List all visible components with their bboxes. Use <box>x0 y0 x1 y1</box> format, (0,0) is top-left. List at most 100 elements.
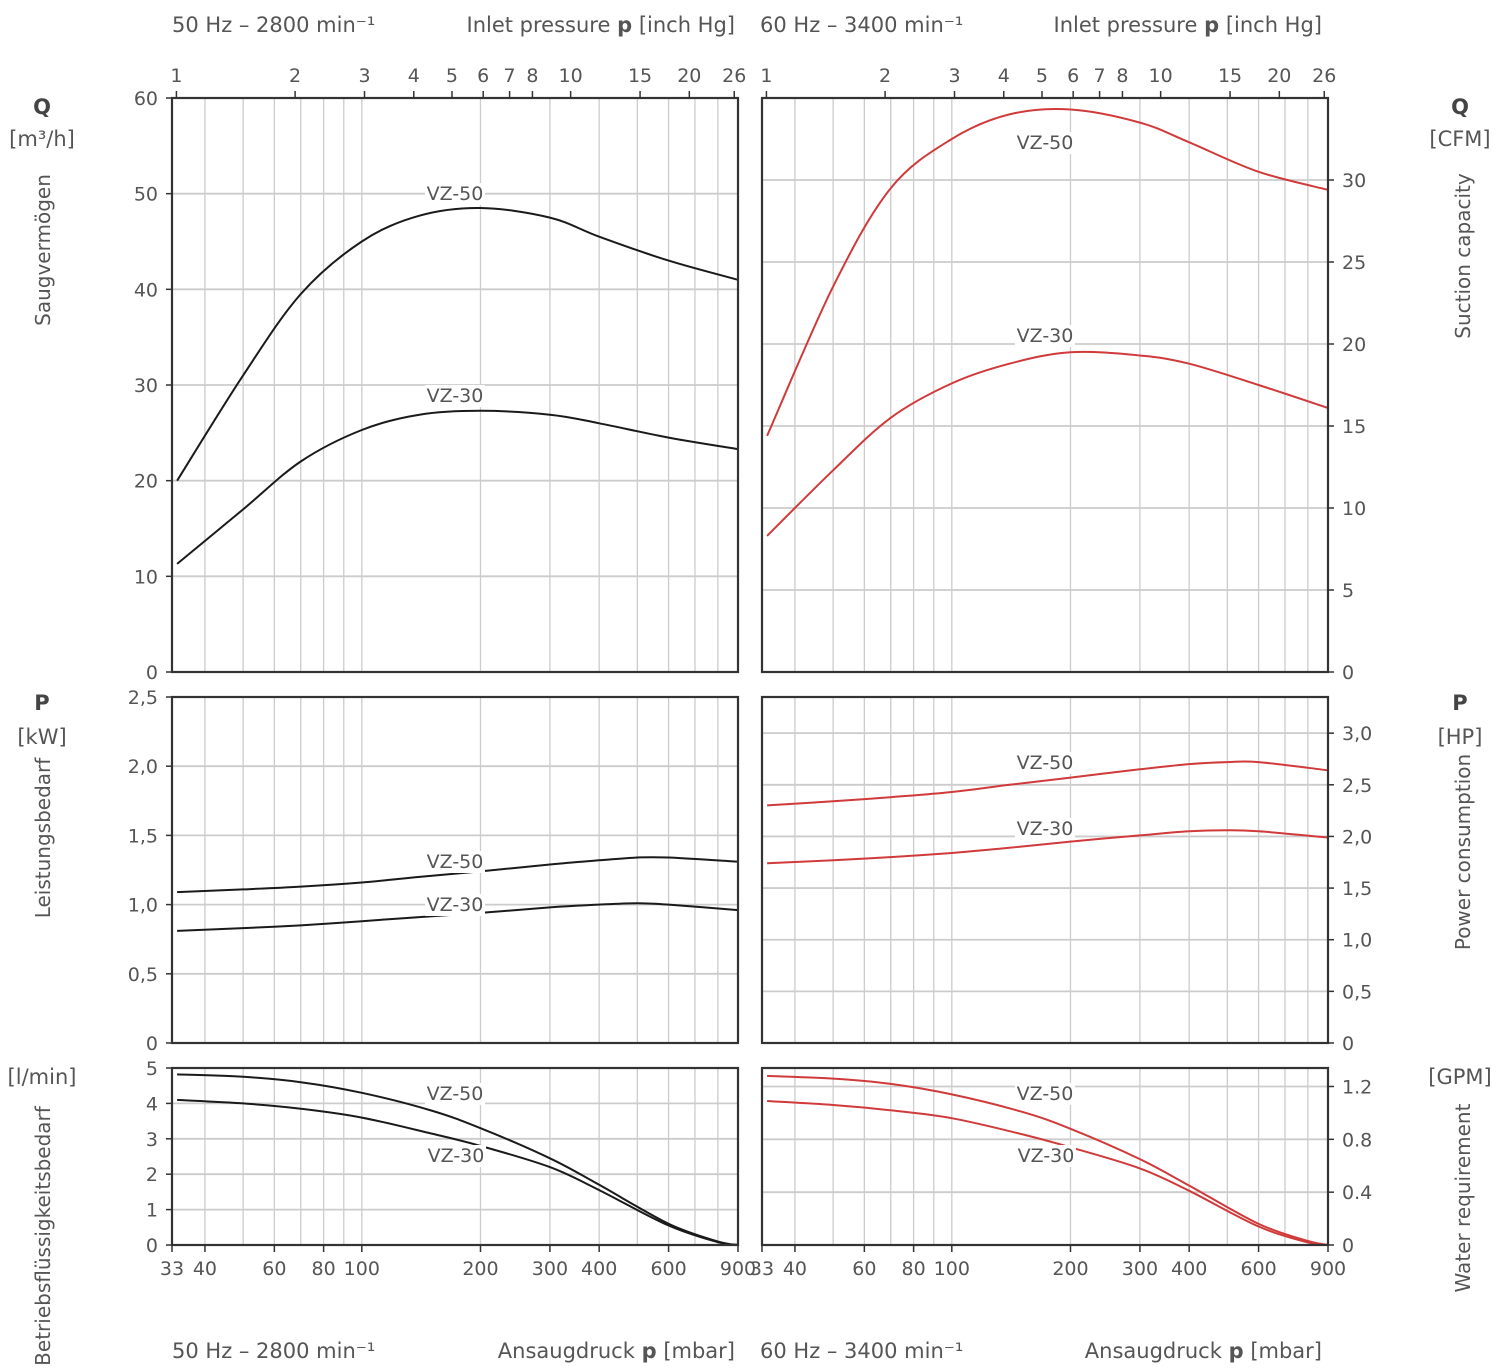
x-tick-label-mbar: 600 <box>650 1258 686 1280</box>
bottom-right-frequency: 60 Hz – 3400 min⁻¹ <box>760 1339 963 1363</box>
series-line-vz-30 <box>767 829 1329 865</box>
x-tick-label-mbar: 200 <box>1052 1258 1088 1280</box>
x-tick-label-mbar: 40 <box>783 1258 807 1280</box>
right-p-symbol: P <box>1452 691 1467 715</box>
y-tick-label: 5 <box>146 1058 158 1080</box>
y-tick-label: 1.2 <box>1342 1076 1372 1098</box>
x-tick-label-mbar: 80 <box>902 1258 926 1280</box>
x-tick-label-inhg: 3 <box>358 65 370 87</box>
y-tick-label: 0 <box>1342 1033 1354 1055</box>
x-tick-label-inhg: 4 <box>998 65 1010 87</box>
right-q-name: Suction capacity <box>1451 173 1475 339</box>
series-label-vz-30: VZ-30 <box>427 894 484 916</box>
series-line-vz-30 <box>766 350 1329 537</box>
left-w-unit: [l/min] <box>8 1065 77 1089</box>
series-label-vz-30: VZ-30 <box>1017 818 1074 840</box>
y-tick-label: 0 <box>1342 1235 1354 1257</box>
y-tick-label: 20 <box>134 471 158 493</box>
y-tick-label: 3,0 <box>1342 723 1372 745</box>
y-tick-label: 1 <box>146 1200 158 1222</box>
x-tick-label-mbar: 40 <box>193 1258 217 1280</box>
left-p-unit: [kW] <box>17 725 66 749</box>
x-tick-label-mbar: 80 <box>312 1258 336 1280</box>
x-tick-label-mbar: 33 <box>160 1258 184 1280</box>
panel-frame <box>760 96 1330 674</box>
x-tick-label-inhg: 7 <box>504 65 516 87</box>
x-tick-label-inhg: 26 <box>1312 65 1336 87</box>
y-tick-label: 10 <box>134 566 158 588</box>
frame-layer <box>170 96 1330 1247</box>
y-tick-label: 0 <box>146 1033 158 1055</box>
series-line-vz-50 <box>766 107 1329 437</box>
x-tick-label-inhg: 3 <box>948 65 960 87</box>
series-label-bg <box>425 851 485 873</box>
y-tick-label: 5 <box>1342 580 1354 602</box>
top-left-frequency: 50 Hz – 2800 min⁻¹ <box>172 13 375 37</box>
x-tick-label-inhg: 8 <box>1116 65 1128 87</box>
series-line-vz-50 <box>176 206 739 482</box>
x-tick-label-mbar: 900 <box>1310 1258 1346 1280</box>
series-label-vz-50: VZ-50 <box>427 1083 484 1105</box>
series-label-bg <box>425 183 485 205</box>
y-tick-label: 10 <box>1342 498 1366 520</box>
y-tick-label: 40 <box>134 279 158 301</box>
y-tick-label: 4 <box>146 1093 158 1115</box>
series-line-vz-50 <box>767 760 1329 807</box>
x-tick-label-inhg: 10 <box>1149 65 1173 87</box>
y-tick-label: 2,0 <box>128 756 158 778</box>
y-tick-label: 2,0 <box>1342 826 1372 848</box>
series-label-vz-30: VZ-30 <box>1017 325 1074 347</box>
x-tick-label-mbar: 900 <box>720 1258 756 1280</box>
x-tick-label-inhg: 2 <box>289 65 301 87</box>
series-label-bg <box>1015 325 1075 347</box>
y-tick-label: 20 <box>1342 334 1366 356</box>
y-tick-label: 0 <box>146 1235 158 1257</box>
y-tick-label: 2 <box>146 1164 158 1186</box>
x-tick-label-mbar: 200 <box>462 1258 498 1280</box>
x-tick-label-mbar: 33 <box>750 1258 774 1280</box>
y-tick-label: 0.8 <box>1342 1129 1372 1151</box>
panel-frame <box>170 695 740 1045</box>
x-tick-label-mbar: 300 <box>532 1258 568 1280</box>
y-tick-label: 0 <box>1342 662 1354 684</box>
left-q-symbol: Q <box>33 95 51 119</box>
x-tick-label-inhg: 20 <box>677 65 701 87</box>
series-label-bg <box>1015 132 1075 154</box>
y-tick-label: 3 <box>146 1129 158 1151</box>
top-left-axis-title: Inlet pressure p [inch Hg] <box>467 13 735 37</box>
panel-frame <box>170 1066 740 1247</box>
y-tick-label: 25 <box>1342 252 1366 274</box>
x-tick-label-inhg: 2 <box>879 65 891 87</box>
panel-frame <box>760 695 1330 1045</box>
right-p-name: Power consumption <box>1451 754 1475 950</box>
x-tick-label-mbar: 300 <box>1122 1258 1158 1280</box>
x-tick-label-mbar: 60 <box>262 1258 286 1280</box>
y-tick-label: 2,5 <box>1342 775 1372 797</box>
x-tick-label-inhg: 15 <box>1218 65 1242 87</box>
series-label-vz-50: VZ-50 <box>1017 132 1074 154</box>
x-tick-label-inhg: 1 <box>760 65 772 87</box>
y-tick-label: 30 <box>134 375 158 397</box>
right-q-unit: [CFM] <box>1429 127 1490 151</box>
series-label-vz-50: VZ-50 <box>427 183 484 205</box>
y-tick-label: 1,0 <box>1342 930 1372 952</box>
x-tick-label-mbar: 100 <box>934 1258 970 1280</box>
series-label-bg <box>1015 818 1075 840</box>
left-w-name: Betriebsflüssigkeitsbedarf <box>31 1105 55 1366</box>
panel-frame <box>760 1066 1330 1247</box>
y-tick-label: 0.4 <box>1342 1182 1372 1204</box>
left-q-name: Saugvermögen <box>31 174 55 326</box>
x-tick-label-inhg: 15 <box>628 65 652 87</box>
x-tick-label-mbar: 600 <box>1240 1258 1276 1280</box>
right-p-unit: [HP] <box>1438 725 1483 749</box>
series-label-bg <box>425 385 485 407</box>
y-tick-label: 30 <box>1342 170 1366 192</box>
x-tick-label-mbar: 400 <box>1171 1258 1207 1280</box>
x-tick-label-inhg: 5 <box>446 65 458 87</box>
left-p-symbol: P <box>34 691 49 715</box>
x-tick-label-inhg: 6 <box>1067 65 1079 87</box>
series-line-vz-50 <box>767 1074 1329 1246</box>
y-tick-label: 2,5 <box>128 687 158 709</box>
series-layer: VZ-50 VZ-30 VZ-50 VZ-30 VZ-50 VZ-30 VZ-50 VZ-30… <box>176 107 1329 1246</box>
